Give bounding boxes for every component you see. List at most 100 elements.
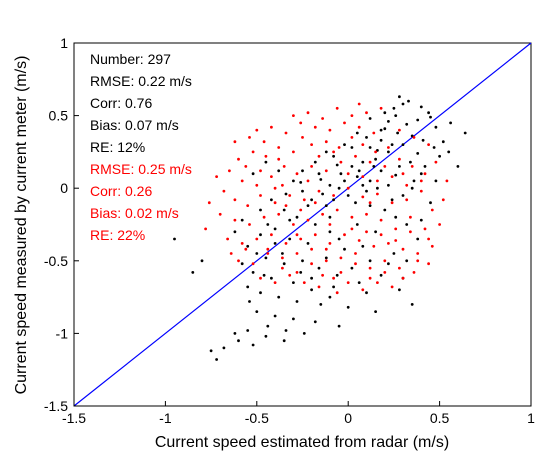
- data-point-red: [368, 266, 372, 270]
- data-point-black: [310, 288, 313, 292]
- data-point-red: [368, 201, 372, 205]
- x-axis-ticks: -1.5 -1 -0.5 0 0.5 1: [62, 401, 535, 426]
- data-point-red: [321, 212, 324, 216]
- data-point-black: [233, 332, 237, 335]
- data-point-black: [301, 169, 304, 173]
- data-point-red: [398, 266, 401, 270]
- data-point-red: [368, 276, 372, 280]
- data-point-black: [262, 273, 266, 277]
- data-point-red: [306, 179, 310, 183]
- data-point-red: [264, 154, 268, 158]
- x-tick-label: -1.5: [62, 410, 86, 426]
- data-point-black: [173, 237, 176, 241]
- data-point-black: [405, 223, 409, 226]
- data-point-red: [255, 128, 259, 132]
- data-point-red: [394, 227, 398, 231]
- data-point-black: [416, 152, 420, 155]
- data-point-red: [270, 233, 273, 237]
- data-point-black: [313, 223, 317, 226]
- data-point-red: [368, 160, 372, 164]
- data-point-black: [282, 339, 286, 343]
- data-point-black: [310, 276, 313, 280]
- data-point-black: [456, 165, 460, 168]
- stat-number-label: Number: 297: [90, 51, 171, 67]
- data-point-red: [328, 128, 332, 132]
- data-point-red: [270, 125, 273, 129]
- data-point-red: [394, 239, 398, 242]
- data-point-red: [324, 169, 328, 173]
- data-point-red: [218, 212, 222, 216]
- data-point-red: [354, 252, 357, 255]
- y-axis-label: Current speed measured by current meter …: [13, 56, 30, 395]
- data-point-black: [282, 262, 286, 266]
- data-point-black: [379, 138, 383, 142]
- data-point-red: [390, 285, 394, 289]
- x-tick-label: -0.5: [245, 410, 269, 426]
- data-point-black: [273, 242, 277, 245]
- y-tick-label: -0.5: [44, 253, 68, 269]
- data-point-red: [379, 218, 383, 222]
- data-point-black: [447, 150, 451, 154]
- data-point-red: [313, 201, 317, 205]
- data-point-black: [434, 125, 438, 129]
- data-point-black: [240, 262, 244, 266]
- plot-area: [73, 42, 532, 407]
- data-point-black: [419, 105, 423, 109]
- data-point-red: [430, 208, 434, 212]
- data-point-red: [438, 223, 441, 226]
- stat-rmse-label: RMSE: 0.22 m/s: [90, 73, 192, 89]
- data-point-red: [350, 114, 354, 117]
- data-point-red: [295, 252, 299, 255]
- data-point-red: [427, 143, 430, 147]
- data-point-red: [240, 242, 244, 245]
- data-point-red: [204, 227, 208, 231]
- data-point-black: [387, 150, 390, 154]
- data-point-red: [237, 259, 240, 263]
- data-point-red: [317, 189, 321, 193]
- data-point-black: [398, 288, 401, 292]
- data-point-red: [361, 195, 365, 199]
- data-point-red: [390, 201, 394, 205]
- data-point-red: [410, 165, 414, 168]
- data-point-red: [441, 198, 445, 202]
- data-point-black: [200, 259, 204, 263]
- data-point-red: [339, 160, 343, 164]
- data-point-black: [429, 115, 432, 119]
- data-point-red: [332, 276, 335, 280]
- data-point-black: [355, 175, 359, 179]
- data-point-red: [281, 266, 284, 270]
- data-point-black: [259, 233, 262, 237]
- data-point-red: [372, 244, 376, 248]
- data-point-red: [365, 230, 368, 234]
- data-point-black: [332, 154, 335, 158]
- data-point-red: [354, 262, 357, 266]
- data-point-black: [432, 146, 436, 149]
- data-point-black: [355, 131, 359, 135]
- data-point-black: [237, 339, 240, 343]
- data-point-black: [383, 127, 387, 131]
- stat-re-red-label: RE: 22%: [90, 227, 145, 243]
- data-point-red: [266, 247, 270, 251]
- data-point-black: [350, 266, 354, 270]
- data-point-black: [246, 285, 250, 289]
- data-point-red: [343, 121, 346, 125]
- data-point-red: [419, 179, 423, 183]
- data-point-red: [374, 150, 377, 154]
- data-point-black: [324, 256, 328, 260]
- data-point-red: [284, 204, 288, 208]
- y-tick-label: 0: [60, 180, 68, 196]
- data-point-red: [350, 227, 354, 231]
- data-point-black: [324, 204, 328, 208]
- data-point-red: [401, 172, 405, 176]
- data-point-red: [339, 271, 343, 274]
- data-point-black: [419, 218, 423, 222]
- data-point-black: [270, 276, 273, 280]
- data-point-red: [251, 150, 255, 154]
- data-point-black: [387, 262, 390, 266]
- data-point-black: [246, 244, 250, 248]
- data-point-black: [317, 266, 321, 270]
- data-point-black: [401, 102, 405, 106]
- data-point-black: [421, 138, 425, 142]
- data-point-red: [301, 136, 304, 139]
- data-point-red: [246, 204, 250, 208]
